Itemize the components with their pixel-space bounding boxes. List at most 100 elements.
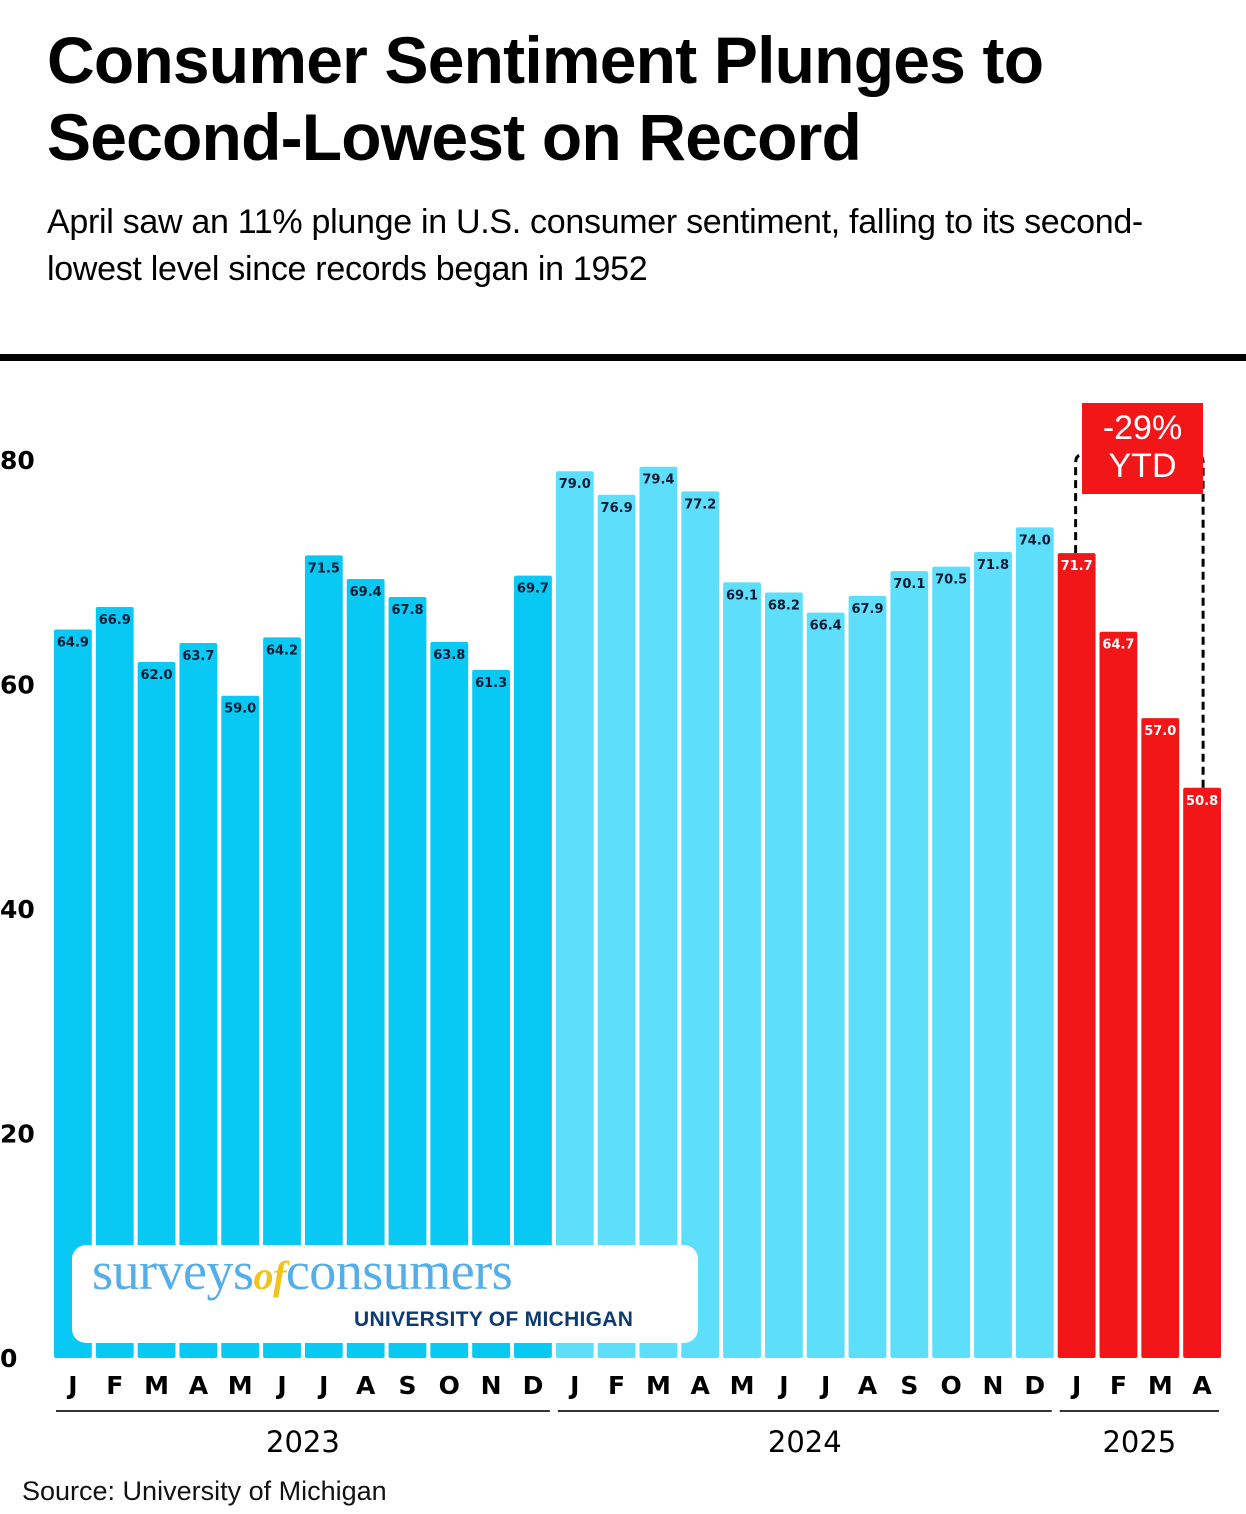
bar-value-label: 59.0 xyxy=(224,702,256,717)
bar-value-label: 69.4 xyxy=(350,585,382,600)
x-tick-label: O xyxy=(439,1371,460,1400)
x-tick-label: A xyxy=(189,1371,209,1400)
logo-part-consumers: consumers xyxy=(285,1241,513,1301)
logo-university: UNIVERSITY OF MICHIGAN xyxy=(354,1308,634,1331)
bar-2023-4 xyxy=(221,695,260,1358)
x-tick-label: S xyxy=(900,1371,918,1400)
y-tick-label: 0 xyxy=(0,1344,17,1373)
x-tick-label: M xyxy=(144,1371,169,1400)
bar-2023-10 xyxy=(472,669,511,1358)
bar-2023-0 xyxy=(54,629,92,1358)
bar-2023-11 xyxy=(514,575,552,1358)
x-tick-label: N xyxy=(481,1371,502,1400)
bar-value-label: 62.0 xyxy=(141,668,173,683)
bar-value-label: 50.8 xyxy=(1186,794,1218,809)
bar-value-label: 57.0 xyxy=(1144,724,1176,739)
bar-value-label: 66.4 xyxy=(810,619,842,634)
bar-2023-9 xyxy=(430,641,469,1358)
bar-2024-20 xyxy=(890,571,929,1358)
x-tick-label: J xyxy=(275,1371,286,1400)
x-tick-label: D xyxy=(523,1371,544,1400)
bar-value-label: 71.5 xyxy=(308,561,340,576)
y-tick-label: 60 xyxy=(0,671,35,700)
y-tick-label: 20 xyxy=(0,1120,35,1149)
bar-2023-7 xyxy=(346,578,385,1358)
x-tick-label: F xyxy=(608,1371,625,1400)
bar-2024-16 xyxy=(723,582,761,1358)
x-tick-label: M xyxy=(646,1371,671,1400)
chart-title: Consumer Sentiment Plunges to Second-Low… xyxy=(47,23,1044,174)
bar-2025-25 xyxy=(1099,631,1138,1358)
bar-value-label: 71.8 xyxy=(977,558,1009,573)
year-label: 2025 xyxy=(1102,1425,1176,1459)
bar-value-label: 64.2 xyxy=(266,643,298,658)
bar-value-label: 68.2 xyxy=(768,598,800,613)
logo-wordmark: surveysofconsumers xyxy=(92,1241,513,1301)
x-tick-label: N xyxy=(983,1371,1004,1400)
x-tick-label: F xyxy=(1110,1371,1127,1400)
bar-2024-13 xyxy=(597,494,636,1358)
source-note: Source: University of Michigan xyxy=(22,1476,387,1506)
bar-value-label: 76.9 xyxy=(601,501,633,516)
x-tick-label: A xyxy=(1192,1371,1212,1400)
bar-2024-17 xyxy=(764,592,803,1358)
bar-value-label: 74.0 xyxy=(1019,533,1051,548)
bar-value-label: 66.9 xyxy=(99,613,131,628)
bar-2023-2 xyxy=(137,662,176,1358)
x-tick-label: F xyxy=(106,1371,123,1400)
chart-subtitle: April saw an 11% plunge in U.S. consumer… xyxy=(47,203,1143,288)
bar-value-label: 77.2 xyxy=(684,497,716,512)
ytd-bracket-left xyxy=(1074,453,1082,554)
bar-2025-24 xyxy=(1057,553,1096,1358)
bar-2023-1 xyxy=(95,607,134,1358)
bar-2024-12 xyxy=(555,471,594,1359)
ytd-percent: -29% xyxy=(1102,409,1183,447)
bar-2024-22 xyxy=(974,552,1012,1358)
x-tick-label: M xyxy=(228,1371,253,1400)
bar-2024-21 xyxy=(932,566,971,1358)
year-label: 2023 xyxy=(266,1425,340,1459)
x-tick-label: J xyxy=(777,1371,788,1400)
bar-2024-14 xyxy=(639,466,678,1358)
x-tick-label: A xyxy=(356,1371,376,1400)
x-tick-label: A xyxy=(691,1371,711,1400)
year-label: 2024 xyxy=(768,1425,842,1459)
bar-2023-6 xyxy=(304,555,343,1358)
bars: 64.9 66.9 62.0 63.7 59.0 64.2 71.5 69.4 67.8 63.8… xyxy=(54,466,1221,1359)
bar-2024-23 xyxy=(1015,527,1054,1358)
bar-2023-8 xyxy=(388,596,427,1358)
bar-value-label: 63.8 xyxy=(433,648,465,663)
surveys-of-consumers-logo: surveysofconsumers UNIVERSITY OF MICHIGA… xyxy=(72,1241,698,1343)
x-tick-label: J xyxy=(819,1371,830,1400)
bar-value-label: 79.0 xyxy=(559,477,591,492)
bar-2024-15 xyxy=(681,491,720,1358)
ytd-label: YTD xyxy=(1108,447,1177,485)
bar-value-label: 67.9 xyxy=(851,602,883,617)
x-tick-label: J xyxy=(66,1371,77,1400)
bar-value-label: 69.7 xyxy=(517,582,549,597)
x-tick-label: O xyxy=(941,1371,962,1400)
x-tick-label: J xyxy=(1070,1371,1081,1400)
bar-value-label: 64.7 xyxy=(1102,638,1134,653)
bar-value-label: 64.9 xyxy=(57,635,89,650)
bar-value-label: 70.1 xyxy=(893,577,925,592)
bar-2024-18 xyxy=(806,612,845,1358)
ytd-bracket-right xyxy=(1196,453,1205,788)
bar-2025-27 xyxy=(1183,787,1221,1358)
y-axis: 0 20 40 60 80 xyxy=(0,446,35,1373)
ytd-annotation-box: -29% YTD xyxy=(1082,403,1203,494)
bar-2023-3 xyxy=(179,642,218,1358)
x-tick-label: A xyxy=(858,1371,878,1400)
header-divider xyxy=(0,354,1246,361)
x-tick-label: D xyxy=(1024,1371,1045,1400)
x-tick-label: M xyxy=(730,1371,755,1400)
x-tick-label: S xyxy=(398,1371,416,1400)
bar-value-label: 67.8 xyxy=(391,603,423,618)
bar-value-label: 70.5 xyxy=(935,573,967,588)
bar-2024-19 xyxy=(848,595,887,1358)
bar-value-label: 79.4 xyxy=(642,473,674,488)
bar-value-label: 61.3 xyxy=(475,676,507,691)
logo-part-of: of xyxy=(253,1253,286,1298)
